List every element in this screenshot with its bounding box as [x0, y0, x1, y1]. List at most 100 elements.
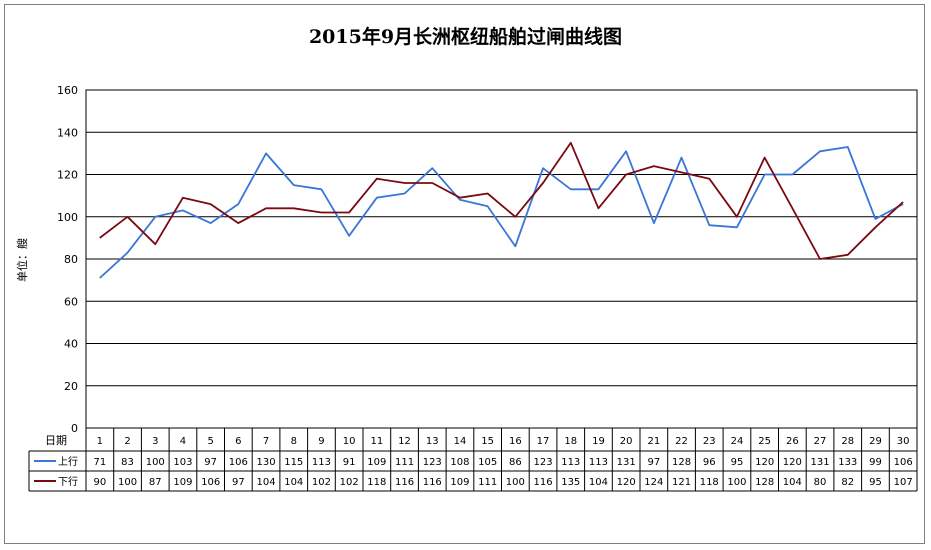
- table-cell: 90: [93, 477, 106, 488]
- table-cell: 80: [814, 477, 827, 488]
- y-tick-label-20: 20: [64, 380, 78, 393]
- table-cell: 103: [173, 457, 192, 468]
- y-tick-label-100: 100: [57, 211, 78, 224]
- x-tick-label: 12: [398, 436, 411, 447]
- x-tick-label: 20: [620, 436, 633, 447]
- table-cell: 87: [149, 477, 162, 488]
- x-tick-label: 14: [454, 436, 467, 447]
- x-tick-label: 13: [426, 436, 439, 447]
- table-cell: 104: [589, 477, 608, 488]
- x-tick-label: 18: [564, 436, 577, 447]
- x-tick-label: 1: [97, 436, 103, 447]
- series-line-2: [99, 141, 904, 260]
- x-tick-label: 4: [180, 436, 186, 447]
- x-tick-label: 15: [481, 436, 494, 447]
- table-cell: 113: [561, 457, 580, 468]
- x-tick-label: 22: [675, 436, 688, 447]
- series-line-1: [99, 146, 904, 279]
- x-tick-label: 30: [897, 436, 910, 447]
- x-tick-label: 8: [291, 436, 297, 447]
- table-cell: 120: [755, 457, 774, 468]
- table-cell: 118: [700, 477, 719, 488]
- table-cell: 82: [841, 477, 854, 488]
- y-tick-label-60: 60: [64, 295, 78, 308]
- y-tick-label-40: 40: [64, 338, 78, 351]
- grid-layer: [85, 89, 918, 429]
- table-cell: 107: [894, 477, 913, 488]
- x-tick-label: 29: [869, 436, 882, 447]
- table-cell: 133: [838, 457, 857, 468]
- table-cell: 106: [201, 477, 220, 488]
- series-layer: [99, 141, 904, 279]
- table-cell: 104: [284, 477, 303, 488]
- table-cell: 96: [703, 457, 716, 468]
- x-tick-label: 26: [786, 436, 799, 447]
- chart-frame: [4, 4, 925, 544]
- table-cell: 123: [534, 457, 553, 468]
- x-tick-label: 3: [152, 436, 158, 447]
- table-cell: 97: [204, 457, 217, 468]
- x-tick-label: 27: [814, 436, 827, 447]
- table-cell: 123: [423, 457, 442, 468]
- x-tick-label: 28: [841, 436, 854, 447]
- x-tick-label: 10: [343, 436, 356, 447]
- table-cell: 104: [783, 477, 802, 488]
- table-cell: 71: [93, 457, 106, 468]
- table-cell: 99: [869, 457, 882, 468]
- table-cell: 105: [478, 457, 497, 468]
- x-tick-label: 9: [318, 436, 324, 447]
- table-cell: 109: [367, 457, 386, 468]
- table-cell: 95: [869, 477, 882, 488]
- table-cell: 106: [229, 457, 248, 468]
- table-cell: 97: [232, 477, 245, 488]
- x-tick-label: 25: [758, 436, 771, 447]
- y-tick-label-0: 0: [71, 422, 78, 435]
- table-cell: 102: [312, 477, 331, 488]
- x-tick-label: 21: [647, 436, 660, 447]
- x-axis-label: 日期: [45, 434, 67, 447]
- data-table: 日期 1 2 3 4 5 6 7 8 9 10 11 12 13 14 15 16 17 18 19 20 21 22 23 2…: [28, 428, 918, 492]
- table-cell: 100: [146, 457, 165, 468]
- table-cell: 100: [118, 477, 137, 488]
- table-cell: 102: [340, 477, 359, 488]
- table-cell: 131: [617, 457, 636, 468]
- table-cell: 128: [672, 457, 691, 468]
- table-cell: 109: [173, 477, 192, 488]
- table-cell: 116: [534, 477, 553, 488]
- y-tick-label-120: 120: [57, 169, 78, 182]
- x-tick-label: 23: [703, 436, 716, 447]
- x-tick-label: 17: [537, 436, 550, 447]
- table-cell: 111: [395, 457, 414, 468]
- x-tick-label: 16: [509, 436, 522, 447]
- x-tick-label: 11: [370, 436, 383, 447]
- table-cell: 100: [727, 477, 746, 488]
- table-cell: 130: [257, 457, 276, 468]
- y-tick-label-140: 140: [57, 126, 78, 139]
- table-cell: 100: [506, 477, 525, 488]
- table-cell: 115: [284, 457, 303, 468]
- legend-label-1: 上行: [58, 455, 78, 468]
- table-cell: 116: [423, 477, 442, 488]
- y-axis-label: 单位：艘: [15, 238, 29, 282]
- legend-label-2: 下行: [58, 475, 78, 488]
- table-cell: 113: [589, 457, 608, 468]
- x-tick-label: 6: [235, 436, 241, 447]
- table-cell: 135: [561, 477, 580, 488]
- table-cell: 86: [509, 457, 522, 468]
- table-cell: 83: [121, 457, 134, 468]
- table-cell: 111: [478, 477, 497, 488]
- x-tick-label: 19: [592, 436, 605, 447]
- x-tick-label: 2: [124, 436, 130, 447]
- table-cell: 116: [395, 477, 414, 488]
- table-cell: 97: [647, 457, 660, 468]
- x-tick-label: 7: [263, 436, 269, 447]
- y-tick-label-80: 80: [64, 253, 78, 266]
- table-cell: 104: [257, 477, 276, 488]
- y-tick-label-160: 160: [57, 84, 78, 97]
- chart-title: 2015年9月长洲枢纽船舶过闸曲线图: [308, 26, 623, 48]
- table-cell: 108: [450, 457, 469, 468]
- table-cell: 113: [312, 457, 331, 468]
- table-cell: 131: [811, 457, 830, 468]
- table-cell: 128: [755, 477, 774, 488]
